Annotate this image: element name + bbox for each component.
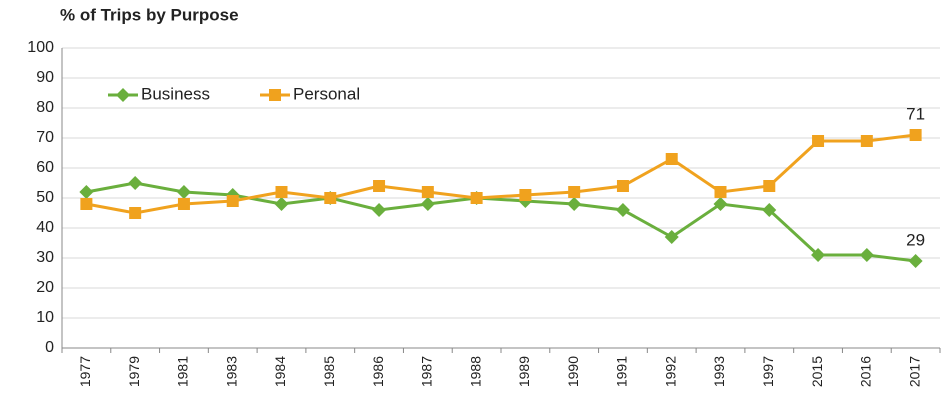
series-line — [86, 133, 916, 215]
x-tick-label: 1979 — [126, 356, 142, 387]
legend-marker — [116, 88, 130, 102]
x-tick-label: 1997 — [760, 356, 776, 387]
point — [568, 186, 581, 198]
x-tick-label: 1985 — [321, 356, 337, 387]
y-tick-label: 100 — [27, 39, 54, 56]
point — [373, 180, 386, 192]
point — [372, 203, 387, 217]
x-tick-label: 1977 — [77, 356, 93, 387]
x-tick-label: 1987 — [419, 356, 435, 387]
point — [714, 186, 727, 198]
data-label: 29 — [906, 230, 925, 249]
x-tick-label: 1990 — [565, 356, 581, 387]
point — [713, 197, 728, 211]
point — [664, 230, 679, 244]
point — [80, 198, 93, 210]
point — [324, 192, 337, 204]
point — [665, 153, 678, 165]
point — [177, 198, 190, 210]
x-tick-label: 2016 — [858, 356, 874, 387]
point — [860, 135, 873, 147]
y-tick-label: 50 — [36, 189, 54, 206]
x-tick-label: 1988 — [467, 356, 483, 387]
x-tick-label: 2015 — [809, 356, 825, 387]
point — [519, 189, 532, 201]
x-tick-label: 1992 — [662, 356, 678, 387]
x-tick-label: 1993 — [711, 356, 727, 387]
x-tick-label: 1983 — [223, 356, 239, 387]
y-tick-label: 70 — [36, 129, 54, 146]
x-tick-label: 1986 — [370, 356, 386, 387]
y-tick-label: 20 — [36, 279, 54, 296]
point — [616, 180, 629, 192]
point — [79, 185, 94, 199]
y-tick-label: 30 — [36, 249, 54, 266]
data-label: 71 — [906, 104, 925, 123]
point — [226, 195, 239, 207]
point — [176, 185, 191, 199]
y-tick-label: 10 — [36, 309, 54, 326]
point — [567, 197, 582, 211]
x-tick-label: 1991 — [614, 356, 630, 387]
x-tick-label: 2017 — [906, 356, 922, 387]
x-tick-label: 1984 — [272, 356, 288, 387]
y-tick-label: 80 — [36, 99, 54, 116]
point — [615, 203, 630, 217]
legend-marker — [269, 89, 281, 101]
series-line — [86, 181, 916, 263]
point — [274, 197, 289, 211]
point — [275, 186, 288, 198]
chart-title: % of Trips by Purpose — [60, 5, 239, 24]
y-tick-label: 0 — [45, 339, 54, 356]
legend-label: Personal — [293, 84, 360, 103]
point — [859, 248, 874, 262]
x-tick-label: 1989 — [516, 356, 532, 387]
point — [763, 180, 776, 192]
y-tick-label: 90 — [36, 69, 54, 86]
point — [470, 192, 483, 204]
y-tick-label: 60 — [36, 159, 54, 176]
point — [908, 254, 923, 268]
point — [420, 197, 435, 211]
point — [811, 248, 826, 262]
point — [421, 186, 434, 198]
legend-label: Business — [141, 84, 210, 103]
y-tick-label: 40 — [36, 219, 54, 236]
x-tick-label: 1981 — [175, 356, 191, 387]
point — [128, 176, 143, 190]
point — [909, 129, 922, 141]
point — [129, 207, 142, 219]
point — [812, 135, 825, 147]
point — [762, 203, 777, 217]
